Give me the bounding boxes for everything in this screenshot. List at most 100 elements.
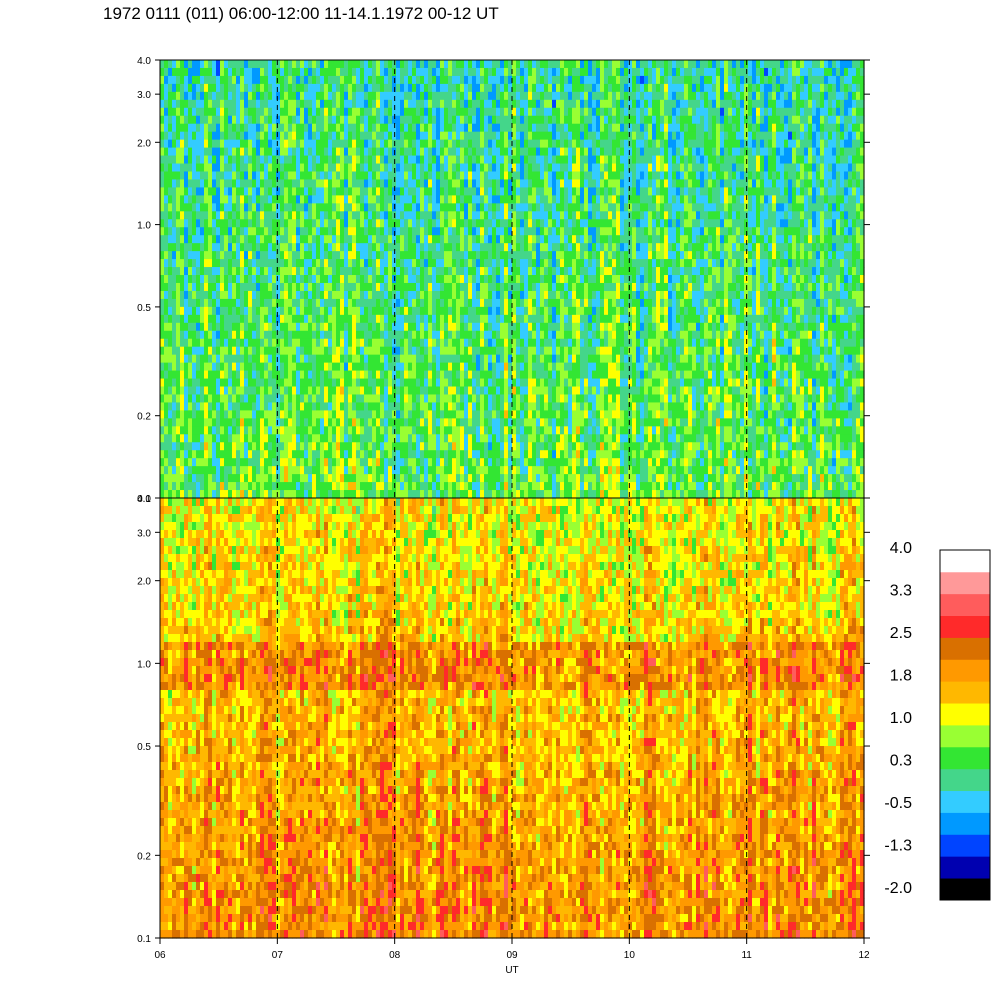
spectrogram-cell: [272, 235, 277, 244]
spectrogram-cell: [460, 195, 465, 204]
spectrogram-cell: [228, 91, 233, 101]
spectrogram-cell: [328, 474, 333, 483]
spectrogram-cell: [296, 362, 301, 372]
spectrogram-cell: [476, 346, 481, 356]
spectrogram-cell: [404, 195, 409, 204]
spectrogram-cell: [200, 306, 205, 316]
spectrogram-cell: [456, 187, 461, 196]
spectrogram-cell: [172, 282, 177, 292]
spectrogram-cell: [432, 60, 437, 69]
spectrogram-cell: [168, 211, 173, 220]
spectrogram-cell: [308, 75, 313, 85]
spectrogram-cell: [204, 298, 209, 308]
spectrogram-cell: [208, 450, 213, 459]
spectrogram-cell: [196, 171, 201, 181]
spectrogram-cell: [336, 490, 341, 499]
spectrogram-cell: [436, 60, 441, 69]
spectrogram-cell: [216, 386, 221, 396]
spectrogram-cell: [476, 203, 481, 212]
spectrogram-cell: [280, 450, 285, 459]
spectrogram-cell: [288, 131, 293, 141]
spectrogram-cell: [412, 211, 417, 220]
spectrogram-cell: [380, 195, 385, 204]
spectrogram-cell: [444, 338, 449, 348]
spectrogram-cell: [408, 434, 413, 443]
spectrogram-cell: [240, 354, 245, 364]
spectrogram-cell: [320, 314, 325, 324]
spectrogram-cell: [320, 322, 325, 332]
spectrogram-cell: [484, 362, 489, 372]
spectrogram-cell: [296, 410, 301, 419]
spectrogram-cell: [216, 298, 221, 308]
spectrogram-cell: [492, 434, 497, 443]
spectrogram-cell: [208, 354, 213, 364]
spectrogram-cell: [180, 179, 185, 189]
spectrogram-cell: [204, 322, 209, 332]
spectrogram-cell: [404, 227, 409, 236]
spectrogram-cell: [284, 314, 289, 324]
spectrogram-cell: [164, 115, 169, 125]
spectrogram-cell: [460, 394, 465, 404]
spectrogram-cell: [188, 187, 193, 196]
spectrogram-cell: [196, 123, 201, 133]
spectrogram-cell: [332, 282, 337, 292]
spectrogram-cell: [404, 306, 409, 316]
spectrogram-cell: [176, 275, 181, 284]
spectrogram-cell: [324, 418, 329, 427]
spectrogram-cell: [384, 394, 389, 404]
spectrogram-cell: [352, 354, 357, 364]
spectrogram-cell: [232, 163, 237, 173]
spectrogram-cell: [224, 458, 229, 467]
spectrogram-cell: [400, 123, 405, 133]
spectrogram-cell: [204, 227, 209, 236]
spectrogram-cell: [348, 187, 353, 196]
spectrogram-cell: [360, 203, 365, 212]
spectrogram-cell: [296, 378, 301, 388]
spectrogram-cell: [188, 115, 193, 125]
spectrogram-cell: [368, 378, 373, 388]
spectrogram-cell: [408, 187, 413, 196]
spectrogram-cell: [348, 67, 353, 77]
spectrogram-cell: [448, 346, 453, 356]
spectrogram-cell: [384, 314, 389, 324]
spectrogram-cell: [236, 314, 241, 324]
spectrogram-cell: [296, 282, 301, 292]
spectrogram-cell: [264, 306, 269, 316]
spectrogram-cell: [516, 426, 521, 435]
spectrogram-cell: [452, 83, 457, 93]
spectrogram-cell: [460, 322, 465, 332]
spectrogram-cell: [488, 330, 493, 340]
spectrogram-cell: [472, 163, 477, 173]
spectrogram-cell: [288, 346, 293, 356]
spectrogram-cell: [384, 458, 389, 467]
spectrogram-cell: [244, 466, 249, 475]
spectrogram-cell: [400, 450, 405, 459]
spectrogram-cell: [432, 99, 437, 109]
spectrogram-cell: [356, 203, 361, 212]
spectrogram-cell: [512, 155, 517, 165]
spectrogram-cell: [372, 251, 377, 260]
spectrogram-cell: [308, 410, 313, 419]
spectrogram-cell: [320, 394, 325, 404]
spectrogram-cell: [268, 410, 273, 419]
spectrogram-cell: [432, 163, 437, 173]
spectrogram-cell: [316, 314, 321, 324]
spectrogram-cell: [480, 195, 485, 204]
spectrogram-cell: [180, 139, 185, 149]
spectrogram-cell: [272, 378, 277, 388]
spectrogram-cell: [372, 362, 377, 372]
spectrogram-cell: [228, 386, 233, 396]
spectrogram-cell: [456, 211, 461, 220]
spectrogram-cell: [348, 60, 353, 69]
spectrogram-cell: [484, 290, 489, 300]
spectrogram-cell: [488, 354, 493, 364]
spectrogram-cell: [332, 362, 337, 372]
spectrogram-cell: [384, 267, 389, 276]
spectrogram-cell: [488, 139, 493, 149]
spectrogram-cell: [280, 75, 285, 85]
spectrogram-cell: [484, 67, 489, 77]
spectrogram-cell: [336, 458, 341, 467]
spectrogram-cell: [472, 107, 477, 117]
spectrogram-cell: [384, 91, 389, 101]
spectrogram-cell: [436, 91, 441, 101]
